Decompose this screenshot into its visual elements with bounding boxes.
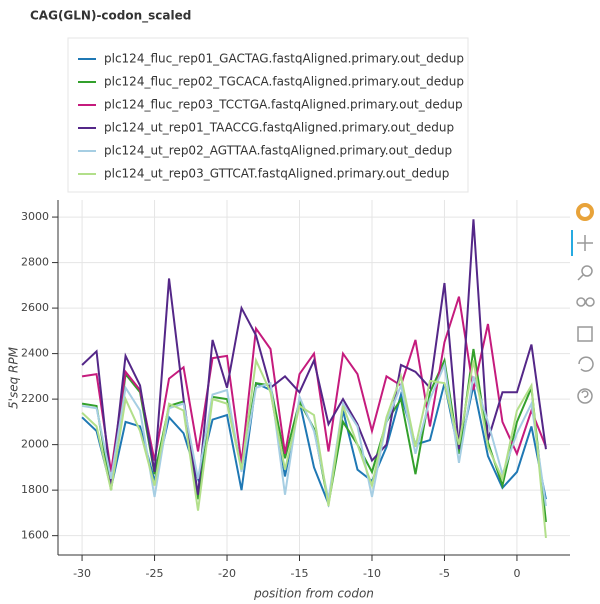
legend: plc124_fluc_rep01_GACTAG.fastqAligned.pr… — [67, 37, 469, 193]
legend-box — [67, 37, 469, 193]
series-line — [81, 361, 547, 507]
legend-label: plc124_ut_rep03_GTTCAT.fastqAligned.prim… — [104, 167, 449, 181]
y-tick-label: 2000 — [21, 438, 49, 451]
series-line — [81, 296, 547, 473]
legend-label: plc124_ut_rep02_AGTTAA.fastqAligned.prim… — [104, 144, 452, 158]
bokeh-logo[interactable] — [576, 203, 594, 221]
x-tick-label: -15 — [291, 567, 309, 580]
y-tick-label: 2200 — [21, 392, 49, 405]
x-tick-label: -30 — [73, 567, 91, 580]
help-tool[interactable] — [577, 388, 593, 404]
x-tick-label: -20 — [218, 567, 236, 580]
series-line — [81, 219, 547, 495]
reset-tool[interactable] — [578, 356, 594, 372]
y-tick-label: 2600 — [21, 301, 49, 314]
legend-label: plc124_ut_rep01_TAACCG.fastqAligned.prim… — [104, 121, 454, 135]
legend-label: plc124_fluc_rep03_TCCTGA.fastqAligned.pr… — [104, 98, 463, 112]
toolbar — [571, 203, 595, 404]
y-axis-label: 5'seq RPM — [7, 346, 21, 409]
save-tool[interactable] — [577, 326, 593, 342]
x-axis-label: position from codon — [253, 587, 374, 601]
y-tick-label: 3000 — [21, 210, 49, 223]
wheel-zoom-tool[interactable] — [576, 297, 595, 307]
y-tick-label: 2800 — [21, 256, 49, 269]
y-tick-label: 2400 — [21, 347, 49, 360]
chart-title: CAG(GLN)-codon_scaled — [30, 9, 191, 24]
legend-label: plc124_fluc_rep02_TGCACA.fastqAligned.pr… — [104, 75, 464, 89]
y-tick-label: 1800 — [21, 483, 49, 496]
series-line — [81, 356, 547, 539]
x-tick-label: 0 — [513, 567, 520, 580]
zoom-tool[interactable] — [577, 265, 593, 281]
x-tick-label: -25 — [146, 567, 164, 580]
x-tick-label: -10 — [363, 567, 381, 580]
pan-tool[interactable] — [577, 235, 593, 251]
y-tick-label: 1600 — [21, 529, 49, 542]
legend-label: plc124_fluc_rep01_GACTAG.fastqAligned.pr… — [104, 52, 464, 66]
x-tick-label: -5 — [439, 567, 450, 580]
